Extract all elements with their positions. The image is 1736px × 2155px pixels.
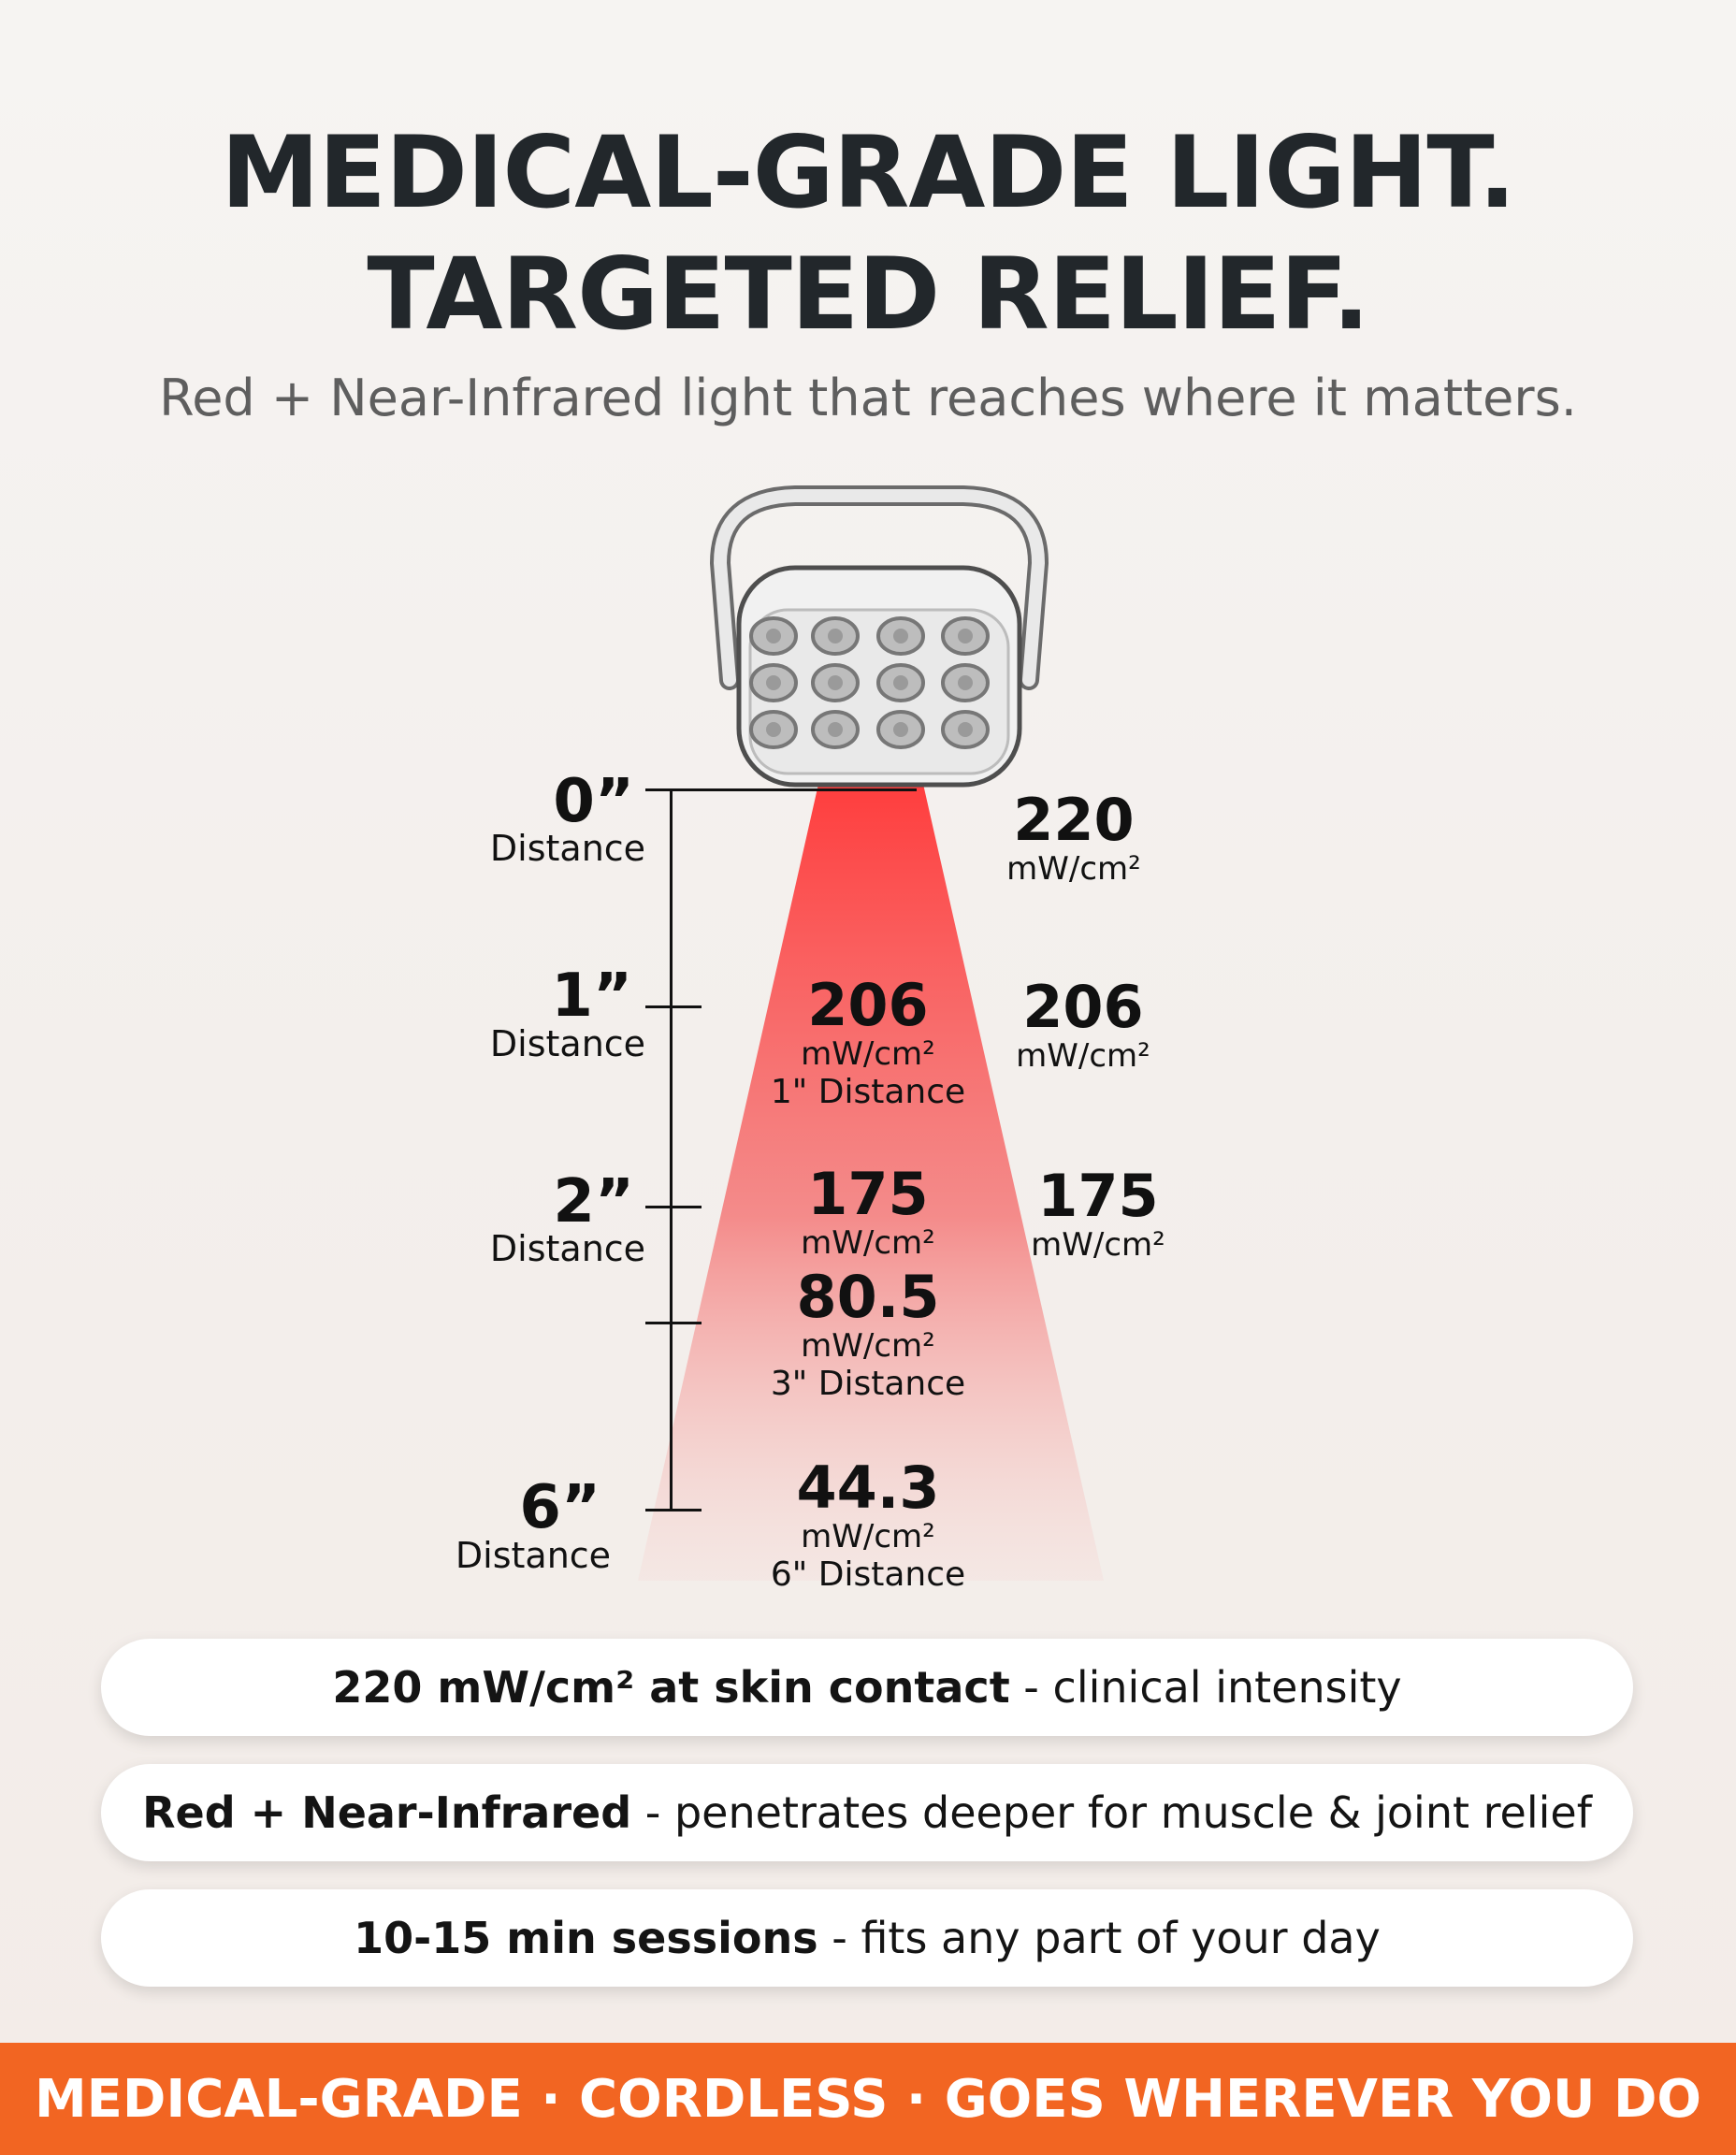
distance-2-number: 2”: [553, 1167, 634, 1237]
beam-value-2in: 175 mW/cm²: [746, 1160, 990, 1262]
feature-3-text: - fits any part of your day: [817, 1913, 1381, 1963]
ruler-tick-2: [645, 1206, 702, 1208]
right-value-0-unit: mW/cm²: [1006, 850, 1141, 888]
device-illustration: [709, 485, 1049, 788]
distance-ruler: [670, 790, 673, 1511]
subtitle: Red + Near-Infrared light that reaches w…: [159, 369, 1577, 427]
feature-pill-wavelength: Red + Near-Infrared - penetrates deeper …: [101, 1764, 1633, 1861]
right-value-0-number: 220: [1013, 786, 1135, 854]
feature-2-text: - penetrates deeper for muscle & joint r…: [631, 1787, 1592, 1838]
right-value-2-number: 175: [1037, 1162, 1159, 1230]
beam-value-3in-caption: 3" Distance: [770, 1365, 966, 1403]
beam-value-3in-unit: mW/cm²: [801, 1327, 935, 1365]
footer-banner: MEDICAL-GRADE · CORDLESS · GOES WHEREVER…: [0, 2043, 1736, 2155]
beam-value-1in-unit: mW/cm²: [801, 1035, 935, 1073]
feature-3-bold: 10-15 min sessions: [354, 1913, 818, 1963]
ruler-tick-0: [645, 788, 917, 791]
beam-value-6in-unit: mW/cm²: [801, 1518, 935, 1555]
distance-1-number: 1”: [551, 962, 632, 1031]
feature-pill-sessions: 10-15 min sessions - fits any part of yo…: [101, 1889, 1633, 1987]
headline-line-2: TARGETED RELIEF.: [367, 237, 1369, 352]
beam-value-1in-caption: 1" Distance: [770, 1073, 966, 1111]
headline-line-1: MEDICAL-GRADE LIGHT.: [221, 115, 1516, 230]
distance-1-label: Distance: [489, 1023, 646, 1064]
beam-value-3in: 80.5 mW/cm² 3" Distance: [746, 1268, 990, 1401]
feature-1-bold: 220 mW/cm² at skin contact: [332, 1662, 1010, 1713]
feature-1-text: - clinical intensity: [1009, 1662, 1402, 1713]
distance-6-label: Distance: [455, 1535, 612, 1576]
right-value-2: 175 mW/cm²: [976, 1162, 1220, 1264]
led-grid: [749, 616, 990, 749]
ruler-tick-6: [645, 1509, 702, 1511]
beam-value-3in-number: 80.5: [796, 1263, 940, 1331]
distance-0-number: 0”: [553, 767, 634, 836]
right-value-1-unit: mW/cm²: [1016, 1037, 1150, 1075]
beam-value-1in-number: 206: [807, 971, 929, 1039]
right-value-1-number: 206: [1022, 973, 1144, 1041]
beam-value-2in-number: 175: [807, 1160, 929, 1228]
feature-pill-intensity: 220 mW/cm² at skin contact - clinical in…: [101, 1639, 1633, 1736]
feature-2-bold: Red + Near-Infrared: [142, 1787, 632, 1838]
ruler-tick-3: [645, 1322, 702, 1324]
right-value-2-unit: mW/cm²: [1031, 1226, 1165, 1264]
ruler-tick-1: [645, 1005, 702, 1008]
beam-value-2in-unit: mW/cm²: [801, 1224, 935, 1262]
distance-6-number: 6”: [519, 1473, 600, 1542]
right-value-1: 206 mW/cm²: [962, 973, 1205, 1075]
right-value-0: 220 mW/cm²: [952, 786, 1195, 888]
beam-value-6in: 44.3 mW/cm² 6" Distance: [746, 1459, 990, 1592]
distance-2-label: Distance: [489, 1228, 646, 1269]
distance-0-label: Distance: [489, 828, 646, 869]
beam-value-6in-caption: 6" Distance: [770, 1555, 966, 1594]
beam-value-1in: 206 mW/cm² 1" Distance: [746, 976, 990, 1109]
beam-value-6in-number: 44.3: [796, 1454, 940, 1522]
